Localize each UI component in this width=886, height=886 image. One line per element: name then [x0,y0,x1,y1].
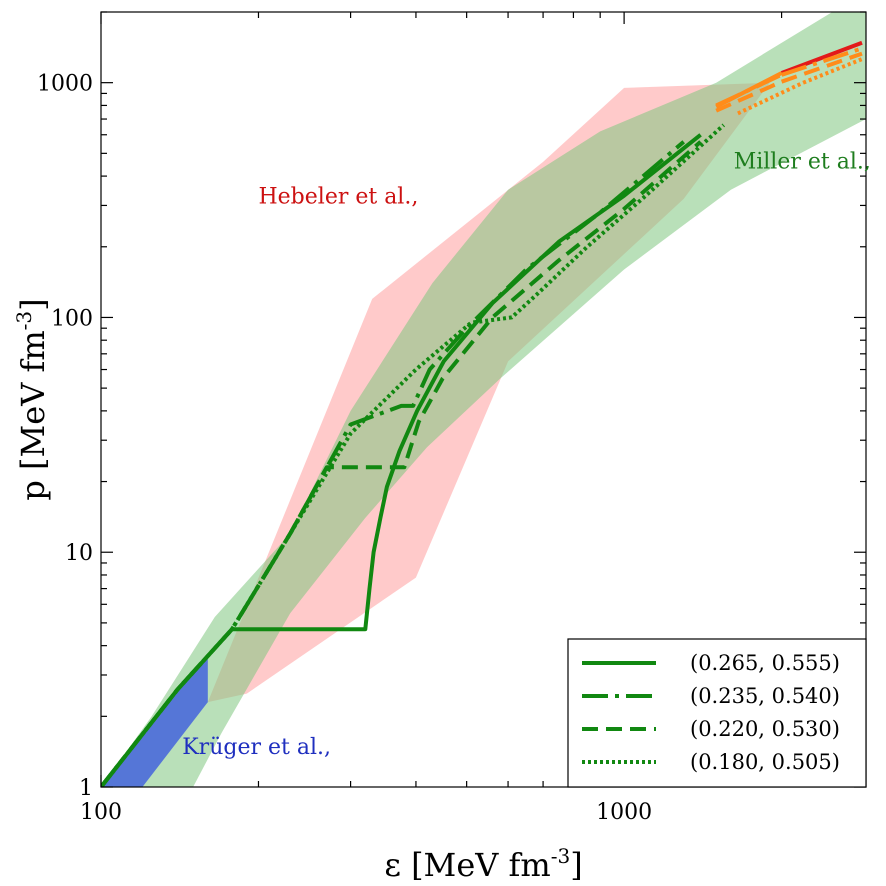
band-label-miller-et-al: Miller et al., [734,150,871,175]
labels-layer: Hebeler et al., Miller et al., Krüger et a… [182,150,871,760]
series-line-1 [101,133,702,787]
axes-layer: 100 1000 1 10 100 1000 ε [MeV fm-3] p [MeV fm-3… [12,11,867,884]
y-tick-label: 1000 [37,72,93,97]
series-tail-orange-2 [715,72,783,108]
band-miller-et-al [101,12,866,787]
series-line-2 [101,140,685,787]
x-tick-label: 100 [80,800,122,825]
legend-label-2: (0.235, 0.540) [690,684,840,708]
y-tick-label: 1 [79,776,93,801]
series-tail-end-2 [780,46,863,77]
series-tail-end-1 [780,40,863,75]
series-layer [101,40,863,787]
series-tail-orange-4 [737,80,805,116]
y-tick-label: 10 [65,541,93,566]
y-axis-title: p [MeV fm-3] [12,298,52,500]
y-tick-label: 100 [51,306,93,331]
band-label-kr-ger-et-al: Krüger et al., [182,735,331,760]
series-line-3 [101,140,702,787]
legend-label-3: (0.220, 0.530) [690,717,840,741]
legend: (0.265, 0.555) (0.235, 0.540) (0.220, 0.53… [567,638,867,788]
series-tail-end-4 [802,57,863,85]
legend-label-1: (0.265, 0.555) [690,651,840,675]
series-tail-end-3 [780,51,863,84]
series-tail-orange-3 [715,79,783,113]
legend-label-4: (0.180, 0.505) [690,750,840,774]
plot-frame [100,11,867,788]
x-tick-label: 1000 [596,800,652,825]
band-label-hebeler-et-al: Hebeler et al., [258,185,418,210]
x-axis-title: ε [MeV fm-3] [384,844,582,884]
